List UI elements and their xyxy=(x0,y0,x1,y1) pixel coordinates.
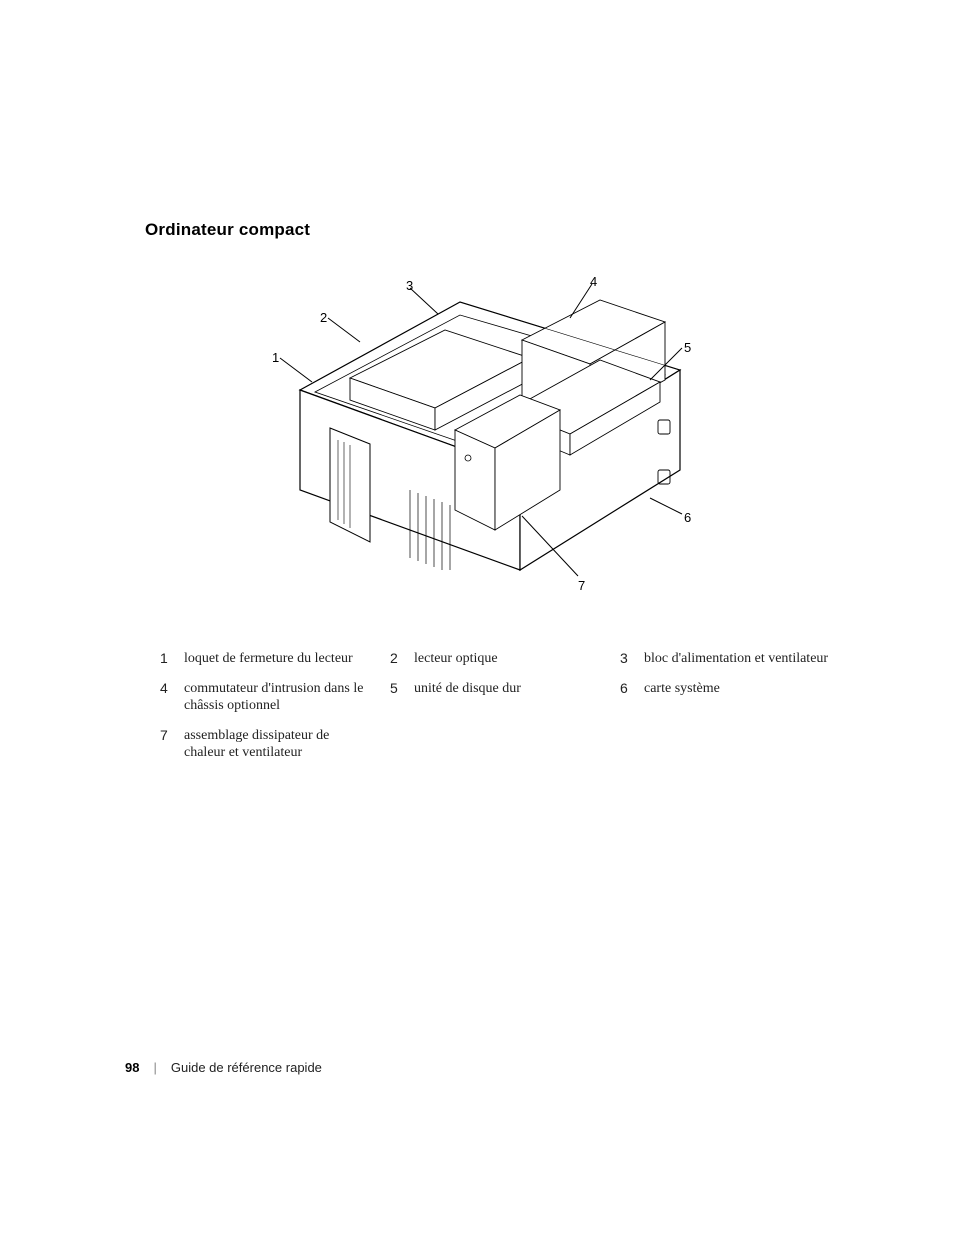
legend-cell: 3bloc d'alimentation et ventilateur xyxy=(620,650,850,668)
page-footer: 98 | Guide de référence rapide xyxy=(125,1060,322,1075)
legend-text: lecteur optique xyxy=(414,650,498,668)
callout-number: 2 xyxy=(320,310,327,325)
legend-text: carte système xyxy=(644,680,720,715)
legend-text: assemblage dissipateur de chaleur et ven… xyxy=(184,727,370,762)
legend-row: 7assemblage dissipateur de chaleur et ve… xyxy=(160,727,860,762)
legend-row: 4commutateur d'intrusion dans le châssis… xyxy=(160,680,860,715)
parts-legend: 1loquet de fermeture du lecteur2lecteur … xyxy=(160,650,860,774)
legend-text: loquet de fermeture du lecteur xyxy=(184,650,353,668)
callout-number: 1 xyxy=(272,350,279,365)
legend-number: 5 xyxy=(390,680,414,715)
legend-number: 3 xyxy=(620,650,644,668)
legend-cell xyxy=(390,727,620,762)
callout-line xyxy=(328,318,360,342)
callout-number: 4 xyxy=(590,274,597,289)
legend-number: 6 xyxy=(620,680,644,715)
legend-text: bloc d'alimentation et ventilateur xyxy=(644,650,828,668)
legend-text: commutateur d'intrusion dans le châssis … xyxy=(184,680,370,715)
callout-line xyxy=(280,358,312,382)
document-page: Ordinateur compact xyxy=(0,0,954,1235)
legend-cell: 6carte système xyxy=(620,680,850,715)
legend-cell: 4commutateur d'intrusion dans le châssis… xyxy=(160,680,390,715)
legend-cell: 7assemblage dissipateur de chaleur et ve… xyxy=(160,727,390,762)
callout-number: 7 xyxy=(578,578,585,593)
section-heading: Ordinateur compact xyxy=(145,220,310,240)
footer-separator: | xyxy=(153,1060,156,1075)
callout-line xyxy=(650,498,682,514)
callout-number: 5 xyxy=(684,340,691,355)
callout-number: 3 xyxy=(406,278,413,293)
footer-doc-title: Guide de référence rapide xyxy=(171,1060,322,1075)
legend-number: 4 xyxy=(160,680,184,715)
legend-cell: 1loquet de fermeture du lecteur xyxy=(160,650,390,668)
callout-line xyxy=(410,288,438,314)
callout-number: 6 xyxy=(684,510,691,525)
legend-number: 1 xyxy=(160,650,184,668)
legend-row: 1loquet de fermeture du lecteur2lecteur … xyxy=(160,650,860,668)
legend-cell: 2lecteur optique xyxy=(390,650,620,668)
computer-diagram: 1 2 3 4 5 6 7 xyxy=(260,270,700,600)
legend-cell: 5unité de disque dur xyxy=(390,680,620,715)
page-number: 98 xyxy=(125,1060,139,1075)
legend-number: 7 xyxy=(160,727,184,762)
legend-cell xyxy=(620,727,850,762)
legend-text: unité de disque dur xyxy=(414,680,521,715)
legend-number: 2 xyxy=(390,650,414,668)
